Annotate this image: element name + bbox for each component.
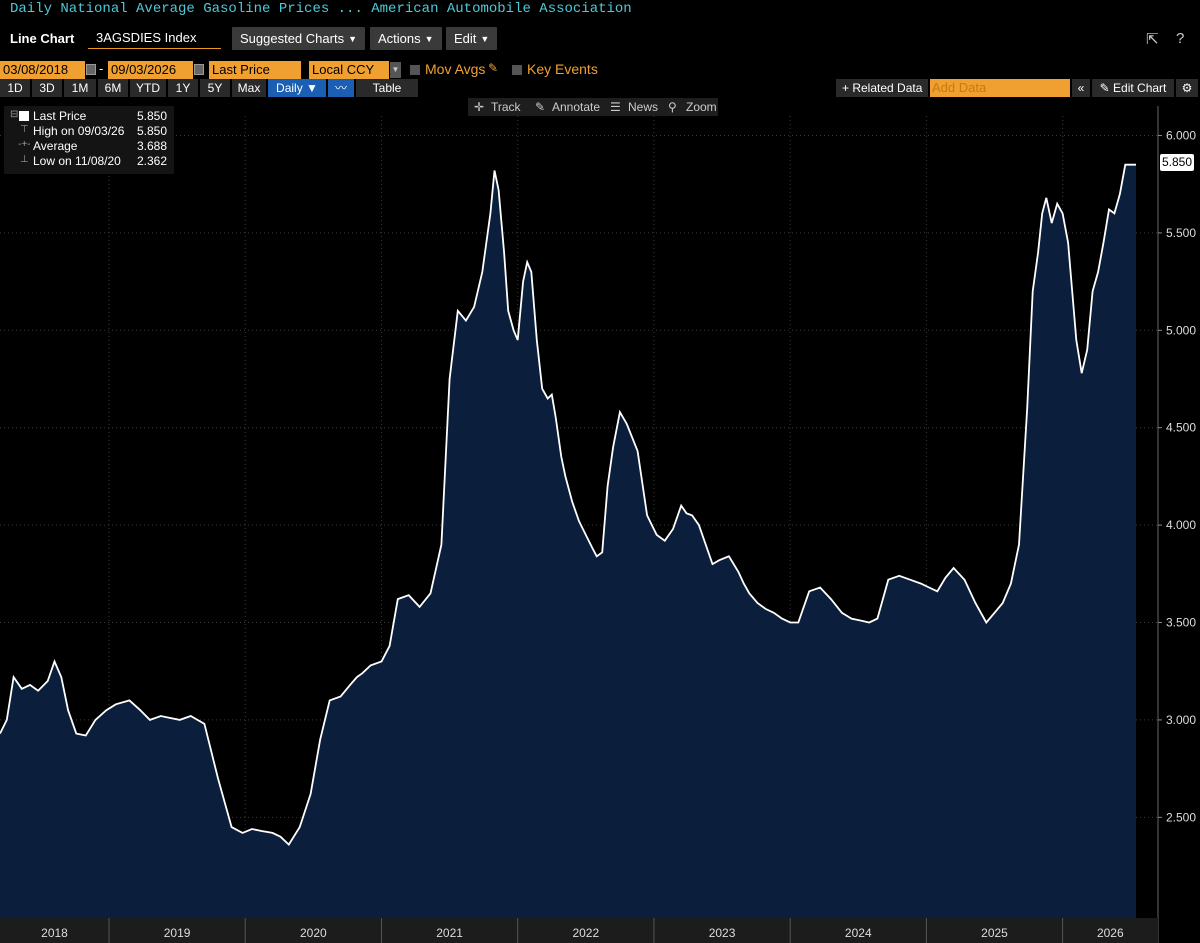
chart-style-icon[interactable]: 〰	[328, 79, 354, 97]
x-tick-label: 2021	[436, 926, 463, 940]
help-icon[interactable]: ?	[1176, 30, 1185, 47]
y-tick-label: 6.000	[1166, 128, 1196, 142]
x-tick-label: 2019	[164, 926, 191, 940]
legend-label: High on 09/03/26	[33, 124, 125, 138]
main-toolbar: Line Chart 3AGSDIES Index Suggested Char…	[0, 26, 1200, 53]
legend-low: ⊥ Low on 11/08/20 2.362	[4, 154, 174, 169]
chevron-down-icon: ▼	[424, 34, 434, 44]
legend-high: ⊤ High on 09/03/26 5.850	[4, 124, 174, 139]
series-swatch	[19, 111, 29, 121]
news-icon: ☰	[610, 100, 621, 114]
legend-last-price: ⊟ Last Price 5.850	[4, 109, 174, 124]
x-tick-label: 2020	[300, 926, 327, 940]
zoom-tool[interactable]: Zoom	[686, 100, 717, 114]
range-1y[interactable]: 1Y	[168, 79, 198, 97]
date-separator: -	[99, 61, 104, 76]
x-tick-label: 2025	[981, 926, 1008, 940]
collapse-icon: ⊟	[10, 109, 19, 120]
last-price-tag: 5.850	[1160, 154, 1194, 171]
start-date-field[interactable]: 03/08/2018	[0, 61, 85, 79]
gear-icon[interactable]: ⚙	[1176, 79, 1198, 97]
pencil-icon: ✎	[535, 100, 546, 114]
track-tool[interactable]: Track	[491, 100, 521, 114]
crosshair-icon: ✛	[474, 100, 485, 114]
range-ytd[interactable]: YTD	[130, 79, 166, 97]
window-title: Daily National Average Gasoline Prices .…	[10, 1, 632, 17]
date-toolbar: 03/08/2018 - 09/03/2026 Last Price Local…	[0, 61, 1200, 79]
range-3d[interactable]: 3D	[32, 79, 62, 97]
range-1m[interactable]: 1M	[64, 79, 96, 97]
price-area	[0, 164, 1136, 918]
x-tick-label: 2018	[41, 926, 68, 940]
y-axis: 6.000 5.500 5.000 4.500 4.000 3.500 3.000 2.500	[1157, 106, 1196, 943]
legend-label: Average	[33, 139, 78, 153]
news-tool[interactable]: News	[628, 100, 659, 114]
annotate-tool[interactable]: Annotate	[552, 100, 601, 114]
legend-label: Last Price	[33, 109, 87, 123]
y-tick-label: 4.500	[1166, 421, 1196, 435]
table-button[interactable]: Table	[356, 79, 418, 97]
actions-menu[interactable]: Actions ▼	[370, 27, 442, 50]
frequency-select[interactable]: Daily ▼	[268, 79, 326, 97]
suggested-charts-menu[interactable]: Suggested Charts ▼	[232, 27, 365, 50]
y-tick-label: 5.500	[1166, 226, 1196, 240]
y-tick-label: 4.000	[1166, 518, 1196, 532]
collapse-icon[interactable]: «	[1072, 79, 1090, 97]
currency-select[interactable]: Local CCY	[309, 61, 389, 79]
key-events-label[interactable]: Key Events	[527, 61, 598, 77]
x-tick-label: 2024	[845, 926, 872, 940]
related-data-button[interactable]: + Related Data	[836, 79, 928, 97]
high-marker-icon: ⊤	[20, 124, 29, 135]
legend-label: Low on 11/08/20	[33, 154, 121, 168]
mov-avgs-checkbox[interactable]	[410, 65, 420, 75]
x-tick-label: 2026	[1097, 926, 1124, 940]
legend-value: 5.850	[137, 109, 168, 123]
range-toolbar: 1D 3D 1M 6M YTD 1Y 5Y Max Daily ▼ 〰 Tabl…	[0, 79, 1200, 97]
chevron-down-icon: ▼	[348, 34, 357, 44]
edit-menu[interactable]: Edit ▼	[446, 27, 498, 50]
field-select[interactable]: Last Price	[209, 61, 301, 79]
edit-chart-button[interactable]: ✎ Edit Chart	[1092, 79, 1174, 97]
mov-avgs-label[interactable]: Mov Avgs	[425, 61, 486, 77]
x-tick-label: 2023	[709, 926, 736, 940]
export-icon[interactable]: ⇱	[1146, 31, 1159, 48]
average-marker-icon: -+-	[18, 139, 31, 150]
pencil-icon[interactable]: ✎	[488, 61, 499, 75]
range-5y[interactable]: 5Y	[200, 79, 230, 97]
legend-value: 3.688	[137, 139, 168, 153]
key-events-checkbox[interactable]	[512, 65, 522, 75]
low-marker-icon: ⊥	[20, 154, 29, 165]
legend-average: -+- Average 3.688	[4, 139, 174, 154]
chevron-down-icon[interactable]: ▼	[390, 62, 401, 78]
calendar-icon[interactable]	[86, 64, 96, 75]
chart-legend: ⊟ Last Price 5.850 ⊤ High on 09/03/26 5.…	[4, 106, 174, 174]
end-date-field[interactable]: 09/03/2026	[108, 61, 193, 79]
calendar-icon[interactable]	[194, 64, 204, 75]
legend-value: 2.362	[137, 154, 168, 168]
price-line	[0, 163, 1136, 847]
add-data-input[interactable]: Add Data	[930, 79, 1070, 97]
x-axis-band	[0, 918, 1158, 943]
actions-label: Actions	[378, 31, 421, 46]
y-tick-label: 3.500	[1166, 616, 1196, 630]
zoom-icon: ⚲	[668, 100, 677, 114]
edit-label: Edit	[454, 31, 477, 46]
range-1d[interactable]: 1D	[0, 79, 30, 97]
range-max[interactable]: Max	[232, 79, 266, 97]
legend-value: 5.850	[137, 124, 168, 138]
chevron-down-icon: ▼	[480, 34, 490, 44]
ticker-input[interactable]: 3AGSDIES Index	[88, 27, 221, 49]
y-tick-label: 5.000	[1166, 323, 1196, 337]
suggested-charts-label: Suggested Charts	[240, 31, 345, 46]
chart-type-label: Line Chart	[10, 31, 75, 46]
x-tick-label: 2022	[572, 926, 599, 940]
y-tick-label: 3.000	[1166, 713, 1196, 727]
y-tick-label: 2.500	[1166, 810, 1196, 824]
x-axis: 2018 2019 2020 2021 2022 2023 2024 2025 2026	[0, 918, 1158, 943]
chart-tools: ✛ Track ✎ Annotate ☰ News ⚲ Zoom	[468, 98, 718, 116]
range-6m[interactable]: 6M	[98, 79, 128, 97]
